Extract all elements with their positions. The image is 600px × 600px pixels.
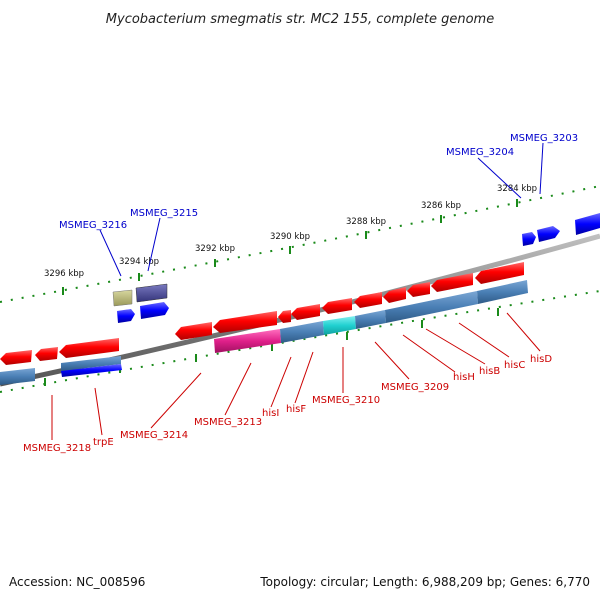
forward-strand-features (112, 213, 600, 323)
scale-labels: 3296 kbp 3294 kbp 3292 kbp 3290 kbp 3288… (44, 184, 537, 279)
genome-summary-text: Topology: circular; Length: 6,988,209 bp… (259, 575, 590, 589)
scale-label: 3284 kbp (497, 184, 537, 194)
scale-label: 3292 kbp (195, 244, 235, 254)
gene-arrow[interactable] (175, 322, 212, 340)
accession-text: Accession: NC_008596 (9, 575, 145, 589)
feature-bar[interactable] (280, 321, 324, 343)
gene-arrow[interactable] (431, 273, 473, 292)
reverse-strand-cds (0, 262, 524, 365)
reverse-leader-lines (51, 312, 541, 440)
gene-arrow[interactable] (140, 302, 169, 319)
forward-leader-lines (99, 142, 544, 277)
gene-label[interactable]: hisD (530, 354, 552, 365)
gene-label[interactable]: MSMEG_3214 (120, 430, 188, 441)
gene-arrow[interactable] (383, 287, 406, 303)
feature-bar[interactable] (385, 291, 478, 323)
gene-arrow[interactable] (537, 226, 560, 242)
major-ticks-forward (62, 199, 518, 295)
gene-label[interactable]: MSMEG_3213 (194, 417, 262, 428)
reverse-strand-bars (0, 280, 528, 385)
gene-arrow[interactable] (522, 232, 536, 246)
feature-bar[interactable] (61, 356, 121, 371)
reverse-gene-labels: MSMEG_3218 trpE MSMEG_3214 MSMEG_3213 hi… (23, 354, 552, 454)
gene-arrow[interactable] (117, 309, 135, 323)
feature-bar[interactable] (355, 310, 386, 329)
gene-label[interactable]: MSMEG_3203 (510, 133, 578, 144)
feature-bar[interactable] (0, 368, 35, 385)
gene-label[interactable]: MSMEG_3215 (130, 208, 198, 219)
scale-label: 3288 kbp (346, 217, 386, 227)
forward-gene-labels: MSMEG_3216 MSMEG_3215 MSMEG_3204 MSMEG_3… (59, 133, 578, 231)
scale-label: 3290 kbp (270, 232, 310, 242)
gene-arrow[interactable] (575, 213, 600, 235)
gene-label[interactable]: hisF (286, 404, 306, 415)
gene-label[interactable]: hisI (262, 408, 279, 419)
feature-bar[interactable] (323, 316, 356, 335)
feature-box[interactable] (135, 283, 168, 303)
gene-arrow[interactable] (407, 282, 430, 297)
gene-arrow[interactable] (35, 347, 58, 361)
gene-label[interactable]: hisB (479, 366, 500, 377)
gene-arrow[interactable] (291, 304, 320, 320)
feature-bar[interactable] (214, 329, 281, 353)
gene-label[interactable]: MSMEG_3204 (446, 147, 514, 158)
gene-arrow[interactable] (278, 310, 291, 323)
gene-arrow[interactable] (213, 311, 277, 333)
gene-label[interactable]: MSMEG_3216 (59, 220, 127, 231)
feature-box[interactable] (112, 289, 133, 307)
gene-label[interactable]: hisC (504, 360, 525, 371)
scale-label: 3286 kbp (421, 201, 461, 211)
gene-label[interactable]: trpE (93, 437, 114, 448)
gene-label[interactable]: hisH (453, 372, 475, 383)
gene-arrow[interactable] (322, 298, 352, 314)
gene-label[interactable]: MSMEG_3210 (312, 395, 380, 406)
scale-label: 3296 kbp (44, 269, 84, 279)
gene-label[interactable]: MSMEG_3218 (23, 443, 91, 454)
feature-bar[interactable] (477, 280, 528, 304)
reverse-tick-track (0, 290, 600, 393)
gene-arrow[interactable] (475, 262, 524, 284)
gene-arrow[interactable] (0, 350, 32, 365)
scale-label: 3294 kbp (119, 257, 159, 267)
gene-arrow[interactable] (354, 292, 382, 308)
gene-arrow[interactable] (59, 338, 119, 358)
map-title: Mycobacterium smegmatis str. MC2 155, co… (106, 12, 494, 27)
gene-label[interactable]: MSMEG_3209 (381, 382, 449, 393)
feature-bar[interactable] (61, 364, 122, 377)
